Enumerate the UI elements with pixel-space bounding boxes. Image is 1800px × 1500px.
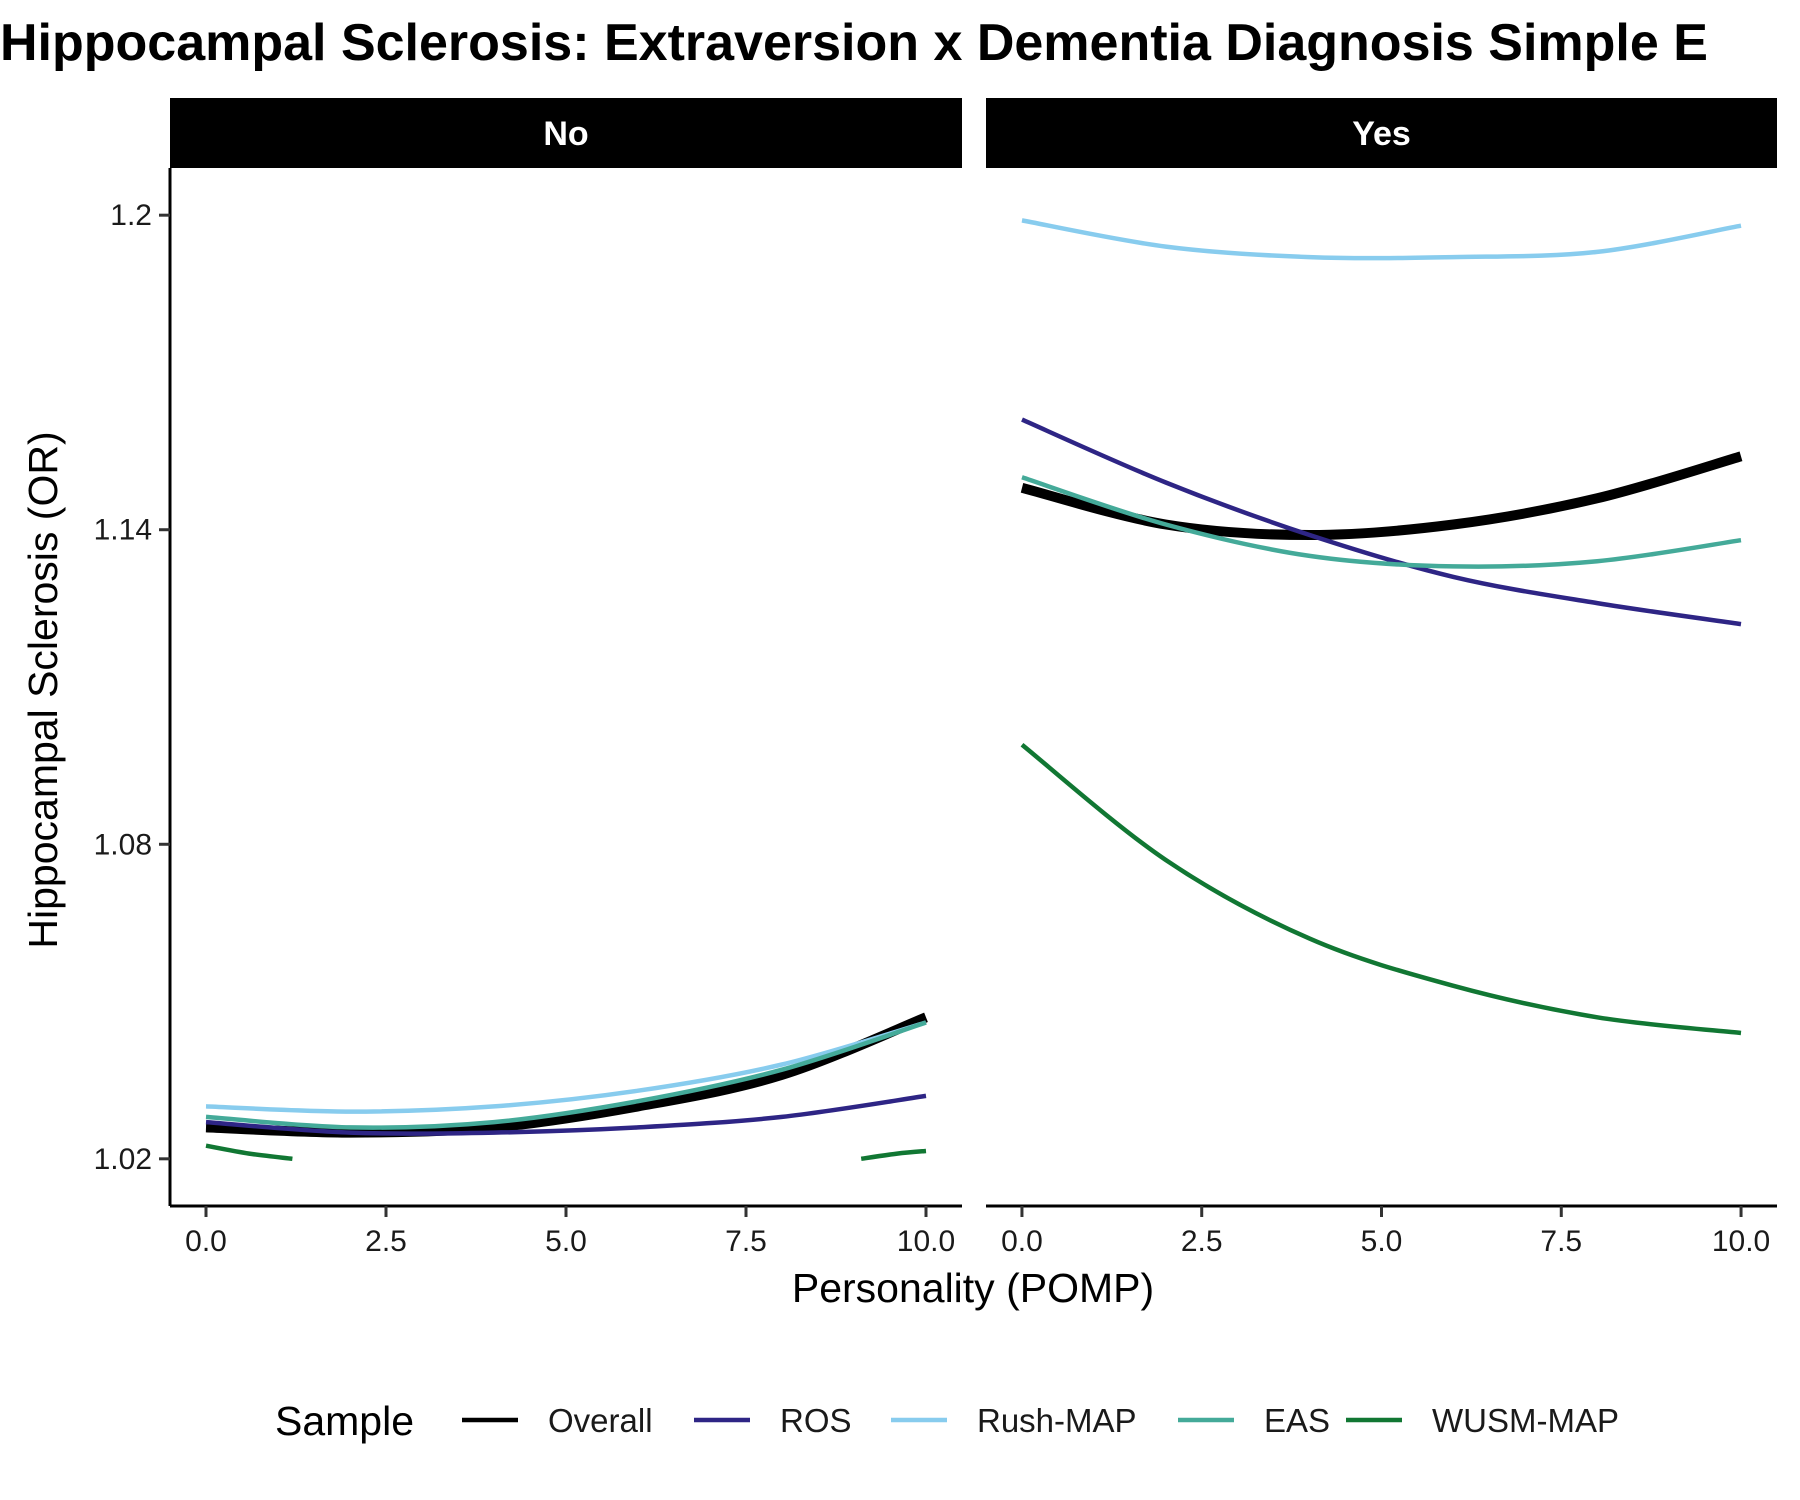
panel-yes-x-tick-label: 0.0 (1001, 1225, 1043, 1258)
panel-no-x-tick-label: 2.5 (365, 1225, 407, 1258)
panel-no-strip (170, 98, 962, 168)
panel-no-series-eas-line (205, 1020, 927, 1130)
panel-yes-x-tick-label: 2.5 (1181, 1225, 1223, 1258)
panel-yes-x-tick-label: 10.0 (1712, 1225, 1770, 1258)
panel-yes-strip (986, 98, 1777, 168)
legend-item-ros: ROS (694, 1402, 852, 1439)
y-axis-title: Hippocampal Sclerosis (OR) (20, 431, 66, 948)
legend-label-eas: EAS (1264, 1402, 1330, 1439)
panel-yes-series-rush-map-line (1021, 218, 1742, 261)
y-tick-label: 1.2 (110, 199, 152, 232)
panel-no-series (205, 1012, 928, 1162)
legend-label-overall: Overall (548, 1402, 653, 1439)
panel-no-x-tick-label: 10.0 (897, 1225, 955, 1258)
chart-title: Hippocampal Sclerosis: Extraversion x De… (0, 14, 1708, 72)
panel-yes-strip-label: Yes (1352, 115, 1411, 153)
legend-item-eas: EAS (1178, 1402, 1330, 1439)
y-tick-label: 1.14 (94, 514, 152, 547)
panels-layer: No 1.02 1.08 1.14 1.2 0.0 2.5 5.0 7.5 10.0 Yes 0.0 2… (94, 98, 1777, 1258)
panel-no-series-wusm-map-line-2 (860, 1148, 927, 1162)
panel-yes-series-eas-line (1021, 475, 1742, 569)
x-axis-title: Personality (POMP) (792, 1265, 1154, 1311)
panel-yes-series-wusm-map-line (1020, 742, 1742, 1036)
panel-yes-series-ros-line (1021, 417, 1742, 627)
panel-yes-x-tick-label: 7.5 (1540, 1225, 1582, 1258)
panel-no-x-tick-label: 5.0 (545, 1225, 587, 1258)
y-tick-label: 1.08 (94, 828, 152, 861)
panel-no-x-tick-label: 7.5 (725, 1225, 767, 1258)
panel-no-series-ros-line (205, 1093, 927, 1136)
panel-no: No 1.02 1.08 1.14 1.2 0.0 2.5 5.0 7.5 10.0 (94, 98, 962, 1258)
legend-label-rush-map: Rush-MAP (977, 1402, 1137, 1439)
legend-item-wusm-map: WUSM-MAP (1346, 1402, 1619, 1439)
legend-label-ros: ROS (780, 1402, 852, 1439)
panel-yes: Yes 0.0 2.5 5.0 7.5 10.0 (986, 98, 1777, 1258)
legend-title: Sample (275, 1398, 414, 1444)
legend: Sample Overall ROS Rush-MAP EAS WUSM-MAP (275, 1398, 1619, 1444)
panel-no-series-rush-map-line (205, 1020, 927, 1114)
legend-item-rush-map: Rush-MAP (891, 1402, 1137, 1439)
legend-label-wusm-map: WUSM-MAP (1432, 1402, 1619, 1439)
panel-yes-series (1020, 218, 1743, 1036)
panel-no-strip-label: No (543, 115, 588, 153)
y-tick-label: 1.02 (94, 1143, 152, 1176)
panel-yes-x-tick-label: 5.0 (1361, 1225, 1403, 1258)
panel-no-series-wusm-map-line (205, 1143, 293, 1162)
legend-item-overall: Overall (462, 1402, 653, 1439)
panel-no-x-tick-label: 0.0 (185, 1225, 227, 1258)
